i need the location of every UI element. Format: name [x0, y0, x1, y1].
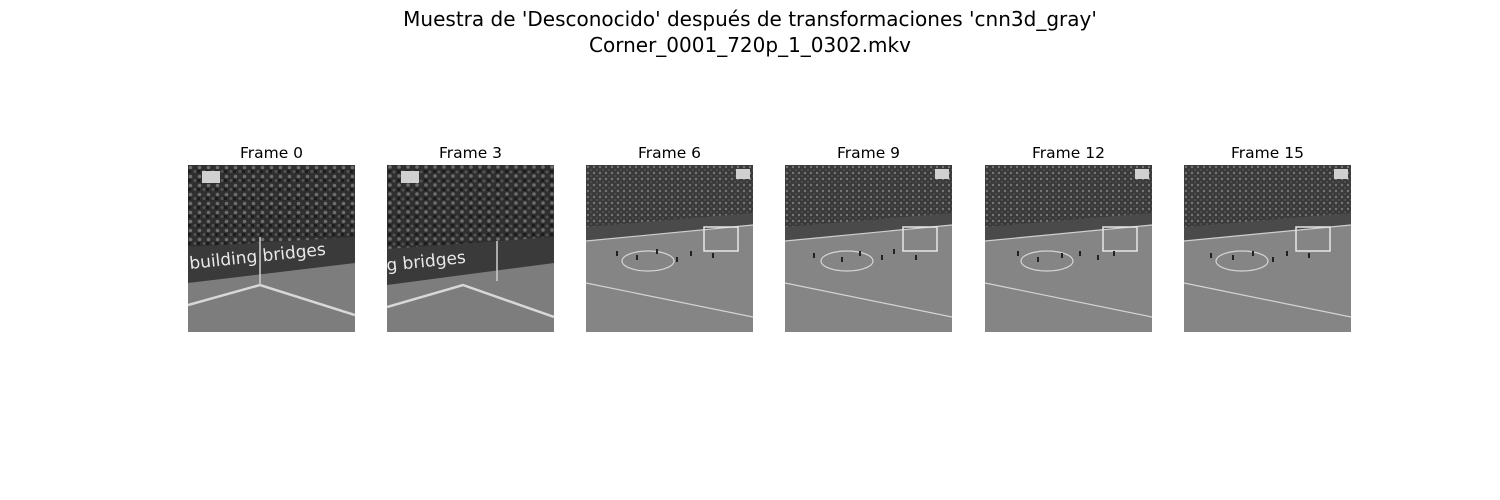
frame-image — [586, 165, 753, 332]
frame-image — [985, 165, 1152, 332]
frame-panel-3: Frame 3 g bridges — [387, 143, 554, 332]
frame-panel-9: Frame 9 — [785, 143, 952, 332]
frame-image: building bridges — [188, 165, 355, 332]
figure-title-line2: Corner_0001_720p_1_0302.mkv — [589, 33, 911, 57]
frame-title: Frame 6 — [637, 144, 702, 162]
frame-panel-15: Frame 15 — [1184, 143, 1351, 332]
frame-title: Frame 0 — [239, 144, 304, 162]
frame-panel-12: Frame 12 — [985, 143, 1152, 332]
frame-title: Frame 12 — [1032, 144, 1105, 162]
frame-title: Frame 9 — [836, 144, 901, 162]
figure-title: Muestra de 'Desconocido' después de tran… — [0, 6, 1500, 58]
frame-image — [1184, 165, 1351, 332]
frame-panel-0: Frame 0 building bridges — [188, 143, 355, 332]
frame-title: Frame 3 — [438, 144, 503, 162]
frame-title: Frame 15 — [1231, 144, 1304, 162]
frame-panel-6: Frame 6 — [586, 143, 753, 332]
figure-title-line1: Muestra de 'Desconocido' después de tran… — [403, 7, 1097, 31]
frame-image — [785, 165, 952, 332]
frame-image: g bridges — [387, 165, 554, 332]
